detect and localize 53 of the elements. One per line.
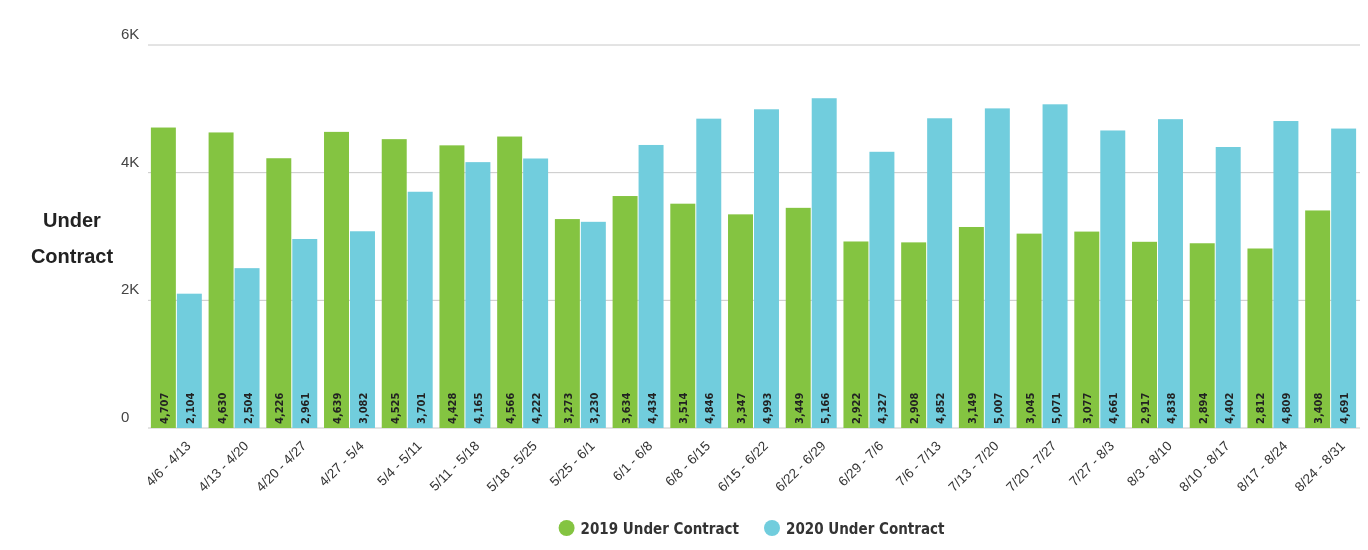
data-label: 4,222 — [530, 392, 544, 424]
data-label: 3,273 — [561, 392, 575, 424]
x-tick-label: 7/6 - 7/13 — [893, 438, 945, 490]
data-label: 5,071 — [1049, 392, 1063, 424]
data-label: 3,077 — [1081, 392, 1095, 424]
data-label: 3,634 — [619, 392, 633, 424]
data-label: 3,449 — [792, 392, 806, 424]
data-label: 2,812 — [1254, 392, 1268, 424]
data-label: 4,402 — [1222, 392, 1236, 424]
data-label: 4,691 — [1338, 392, 1352, 424]
data-label: 2,922 — [850, 392, 864, 424]
data-label: 5,007 — [991, 392, 1005, 424]
data-label: 2,917 — [1139, 392, 1153, 424]
data-label: 2,104 — [183, 392, 197, 424]
y-axis-title: Under Contract — [30, 208, 114, 267]
data-label: 4,852 — [934, 392, 948, 424]
data-label: 4,630 — [215, 392, 229, 424]
data-label: 4,707 — [157, 392, 171, 424]
y-tick-label: 6K — [121, 25, 140, 42]
data-label: 4,838 — [1164, 392, 1178, 424]
data-label: 3,149 — [965, 392, 979, 424]
data-label: 4,525 — [388, 392, 402, 424]
data-label: 4,428 — [446, 392, 460, 424]
data-label: 4,226 — [273, 392, 287, 424]
data-label: 4,993 — [760, 392, 774, 424]
data-label: 4,165 — [472, 392, 486, 424]
data-label: 4,566 — [504, 392, 518, 424]
data-label: 4,846 — [703, 392, 717, 424]
data-label: 3,408 — [1312, 392, 1326, 424]
y-tick-label: 2K — [121, 280, 140, 298]
data-label: 2,894 — [1196, 392, 1210, 424]
data-label: 3,082 — [356, 392, 370, 424]
x-tick-label: 5/4 - 5/11 — [374, 438, 425, 489]
data-label: 4,434 — [645, 392, 659, 424]
data-label: 5,166 — [818, 392, 832, 424]
y-tick-label: 4K — [121, 152, 140, 170]
data-label: 3,701 — [414, 392, 428, 424]
y-tick-label: 0 — [121, 408, 130, 425]
x-tick-label: 6/1 - 6/8 — [609, 438, 656, 484]
data-label: 4,327 — [876, 392, 890, 424]
data-label: 4,809 — [1280, 392, 1294, 424]
data-label: 2,961 — [299, 392, 313, 424]
data-label: 4,639 — [331, 392, 345, 424]
legend-label: 2020 Under Contract — [786, 520, 945, 538]
data-label: 2,504 — [241, 392, 255, 424]
x-tick-label: 8/24 - 8/31 — [1291, 438, 1349, 495]
data-label: 3,230 — [587, 392, 601, 424]
data-label: 3,514 — [677, 392, 691, 424]
data-label: 2,908 — [908, 392, 922, 424]
data-label: 4,661 — [1107, 392, 1121, 424]
legend-label: 2019 Under Contract — [580, 520, 740, 538]
data-label: 3,347 — [735, 392, 749, 424]
data-label: 3,045 — [1023, 392, 1037, 424]
